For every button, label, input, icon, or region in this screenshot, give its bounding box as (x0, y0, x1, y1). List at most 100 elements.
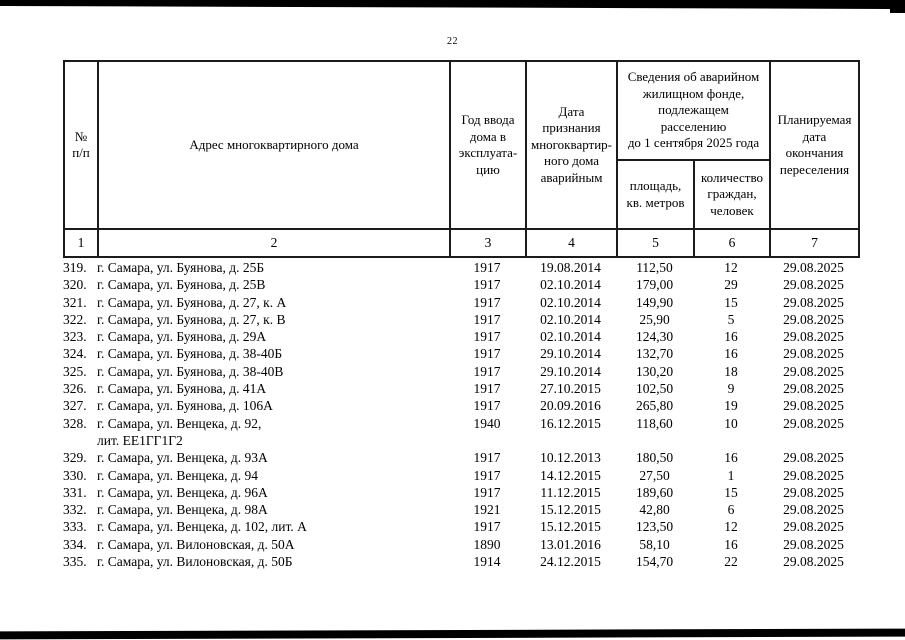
row-address: г. Самара, ул. Венцека, д. 102, лит. А (97, 519, 307, 535)
header-col-date-recognized: Дата признания многоквартир- ного дома а… (525, 60, 618, 230)
row-citizens-count: 29 (724, 277, 738, 293)
row-address: г. Самара, ул. Буянова, д. 106А (97, 398, 273, 414)
row-planned-date: 29.08.2025 (783, 467, 844, 483)
table-row: 328. г. Самара, ул. Венцека, д. 92, лит. … (63, 415, 858, 450)
row-number: 333. (63, 519, 87, 535)
table-row: 321. г. Самара, ул. Буянова, д. 27, к. А 1… (63, 294, 858, 311)
row-date-recognized: 02.10.2014 (540, 329, 601, 345)
row-citizens-count: 19 (724, 398, 738, 414)
row-year-built: 1917 (473, 294, 501, 310)
row-year-built: 1917 (473, 346, 501, 362)
header-col-address: Адрес многоквартирного дома (97, 60, 451, 230)
row-area-sqm: 180,50 (635, 450, 674, 466)
row-planned-date: 29.08.2025 (783, 294, 844, 310)
row-planned-date: 29.08.2025 (783, 502, 844, 518)
row-date-recognized: 14.12.2015 (540, 467, 601, 483)
row-number: 325. (63, 363, 87, 379)
row-area-sqm: 179,00 (635, 277, 674, 293)
row-year-built: 1917 (473, 277, 501, 293)
row-number: 330. (63, 467, 87, 483)
row-date-recognized: 13.01.2016 (540, 536, 601, 552)
row-area-sqm: 102,50 (635, 381, 674, 397)
row-number: 320. (63, 277, 87, 293)
header-row-main: № п/п Адрес многоквартирного дома Год вв… (63, 60, 860, 230)
table-row: 323. г. Самара, ул. Буянова, д. 29А 1917 02… (63, 328, 858, 345)
scan-artifact-bottom-bar (0, 628, 905, 640)
row-address: г. Самара, ул. Буянова, д. 27, к. В (97, 311, 286, 327)
row-date-recognized: 02.10.2014 (540, 311, 601, 327)
row-area-sqm: 112,50 (636, 260, 673, 275)
row-year-built: 1921 (473, 502, 501, 518)
row-address: г. Самара, ул. Венцека, д. 98А (97, 502, 268, 518)
row-number: 324. (63, 346, 87, 362)
row-citizens-count: 22 (724, 554, 738, 570)
row-date-recognized: 27.10.2015 (540, 381, 601, 397)
row-area-sqm: 132,70 (635, 346, 674, 362)
row-year-built: 1917 (473, 484, 501, 500)
row-planned-date: 29.08.2025 (783, 346, 844, 362)
row-number: 334. (63, 536, 87, 552)
row-year-built: 1917 (473, 329, 501, 345)
row-date-recognized: 29.10.2014 (540, 346, 601, 362)
row-citizens-count: 10 (724, 415, 738, 431)
row-planned-date: 29.08.2025 (783, 536, 844, 552)
row-area-sqm: 130,20 (635, 363, 674, 379)
row-year-built: 1917 (473, 519, 501, 535)
row-number: 319. (63, 260, 87, 275)
row-citizens-count: 15 (724, 294, 738, 310)
row-area-sqm: 189,60 (635, 484, 674, 500)
row-year-built: 1940 (473, 415, 501, 431)
col-index-5: 5 (616, 228, 695, 258)
table-row: 332. г. Самара, ул. Венцека, д. 98А 1921 15… (63, 501, 858, 518)
row-planned-date: 29.08.2025 (783, 363, 844, 379)
row-area-sqm: 27,50 (639, 467, 670, 483)
row-date-recognized: 16.12.2015 (540, 415, 601, 431)
row-year-built: 1914 (473, 554, 501, 570)
row-planned-date: 29.08.2025 (783, 277, 844, 293)
row-planned-date: 29.08.2025 (783, 398, 844, 414)
row-area-sqm: 124,30 (635, 329, 674, 345)
row-citizens-count: 16 (724, 536, 738, 552)
row-year-built: 1917 (473, 363, 501, 379)
table-row: 331. г. Самара, ул. Венцека, д. 96А 1917 11… (63, 484, 858, 501)
row-address: г. Самара, ул. Венцека, д. 94 (97, 467, 258, 483)
row-number: 323. (63, 329, 87, 345)
table-row: 333. г. Самара, ул. Венцека, д. 102, лит.… (63, 518, 858, 535)
row-date-recognized: 10.12.2013 (540, 450, 601, 466)
header-group-info: Сведения об аварийном жилищном фонде, по… (616, 60, 771, 161)
row-planned-date: 29.08.2025 (783, 554, 844, 570)
row-citizens-count: 16 (724, 346, 738, 362)
row-year-built: 1917 (473, 398, 501, 414)
col-index-6: 6 (693, 228, 771, 258)
row-planned-date: 29.08.2025 (783, 519, 844, 535)
table-row: 322. г. Самара, ул. Буянова, д. 27, к. В 1… (63, 311, 858, 328)
table-row: 335. г. Самара, ул. Вилоновская, д. 50Б 19… (63, 553, 858, 570)
row-year-built: 1917 (473, 311, 501, 327)
row-citizens-count: 15 (724, 484, 738, 500)
row-planned-date: 29.08.2025 (783, 260, 844, 275)
row-address: г. Самара, ул. Буянова, д. 29А (97, 329, 267, 345)
row-area-sqm: 25,90 (639, 311, 670, 327)
row-address: г. Самара, ул. Венцека, д. 92, лит. ЕЕ1Г… (97, 415, 262, 448)
row-year-built: 1917 (473, 467, 501, 483)
row-number: 328. (63, 415, 87, 431)
table-row: 325. г. Самара, ул. Буянова, д. 38-40В 191… (63, 363, 858, 380)
row-address: г. Самара, ул. Буянова, д. 27, к. А (97, 294, 287, 310)
row-area-sqm: 123,50 (635, 519, 674, 535)
page-number: 22 (447, 36, 458, 47)
row-year-built: 1917 (473, 450, 501, 466)
row-planned-date: 29.08.2025 (783, 450, 844, 466)
row-citizens-count: 12 (724, 519, 738, 535)
row-date-recognized: 29.10.2014 (540, 363, 601, 379)
row-citizens-count: 18 (724, 363, 738, 379)
table-row: 330. г. Самара, ул. Венцека, д. 94 1917 14.… (63, 467, 858, 484)
row-address: г. Самара, ул. Буянова, д. 25В (97, 277, 266, 293)
table-row: 334. г. Самара, ул. Вилоновская, д. 50А 18… (63, 536, 858, 553)
scan-artifact-top-corner (890, 0, 905, 13)
row-year-built: 1917 (473, 381, 501, 397)
row-planned-date: 29.08.2025 (783, 415, 844, 431)
row-number: 335. (63, 554, 87, 570)
row-address: г. Самара, ул. Вилоновская, д. 50Б (97, 554, 293, 570)
row-date-recognized: 15.12.2015 (540, 502, 601, 518)
